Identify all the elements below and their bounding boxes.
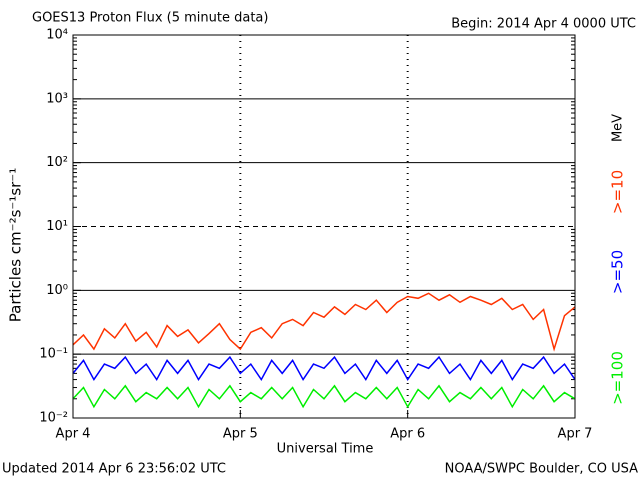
x-tick-label: Apr 5	[223, 427, 258, 442]
chart-subtitle: Begin: 2014 Apr 4 0000 UTC	[451, 17, 636, 32]
y-tick-label: 10⁻¹	[39, 347, 68, 362]
y-tick-label: 10³	[46, 91, 68, 106]
x-tick-label: Apr 7	[558, 427, 593, 442]
series-line	[72, 355, 576, 382]
plot-frame	[72, 34, 576, 419]
y-axis-label: Particles cm⁻²s⁻¹sr⁻¹	[7, 168, 25, 322]
series-line	[72, 384, 576, 409]
x-tick-label: Apr 6	[390, 427, 425, 442]
footer-right: NOAA/SWPC Boulder, CO USA	[445, 462, 638, 477]
y-tick-label: 10⁻²	[39, 411, 68, 426]
x-tick-label: Apr 4	[56, 427, 91, 442]
series-line	[72, 292, 576, 352]
x-axis-label: Universal Time	[277, 442, 374, 457]
y-tick-label: 10¹	[46, 219, 68, 234]
legend-entry: >=50	[609, 250, 627, 294]
unit-label: MeV	[611, 114, 626, 142]
y-tick-label: 10⁰	[46, 283, 68, 298]
legend-entry: >=100	[609, 351, 627, 405]
y-tick-label: 10⁴	[46, 28, 68, 43]
chart-title: GOES13 Proton Flux (5 minute data)	[32, 11, 268, 26]
footer-left: Updated 2014 Apr 6 23:56:02 UTC	[2, 462, 226, 477]
y-tick-label: 10²	[46, 155, 68, 170]
legend-entry: >=10	[609, 170, 627, 214]
